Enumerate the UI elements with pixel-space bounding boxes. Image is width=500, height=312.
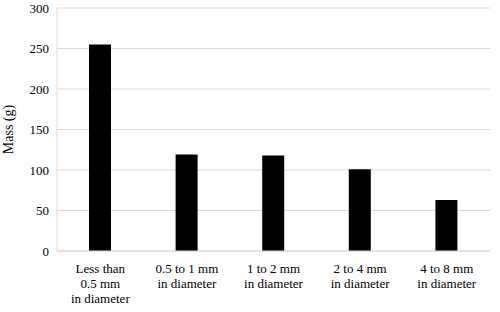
svg-text:Mass (g): Mass (g)	[8, 104, 17, 154]
svg-text:250: 250	[30, 41, 50, 56]
svg-text:1 to 2 mmin diameter: 1 to 2 mmin diameter	[244, 261, 304, 291]
svg-text:50: 50	[36, 203, 49, 218]
svg-text:200: 200	[30, 82, 50, 97]
svg-text:4 to 8 mmin diameter: 4 to 8 mmin diameter	[417, 261, 477, 291]
svg-text:150: 150	[30, 122, 50, 137]
svg-text:Less than0.5 mmin diameter: Less than0.5 mmin diameter	[71, 261, 131, 306]
svg-text:100: 100	[30, 163, 50, 178]
svg-text:300: 300	[30, 1, 50, 16]
svg-text:2 to 4 mmin diameter: 2 to 4 mmin diameter	[331, 261, 391, 291]
svg-text:0.5 to 1 mmin diameter: 0.5 to 1 mmin diameter	[155, 261, 218, 291]
svg-text:0: 0	[43, 244, 50, 259]
